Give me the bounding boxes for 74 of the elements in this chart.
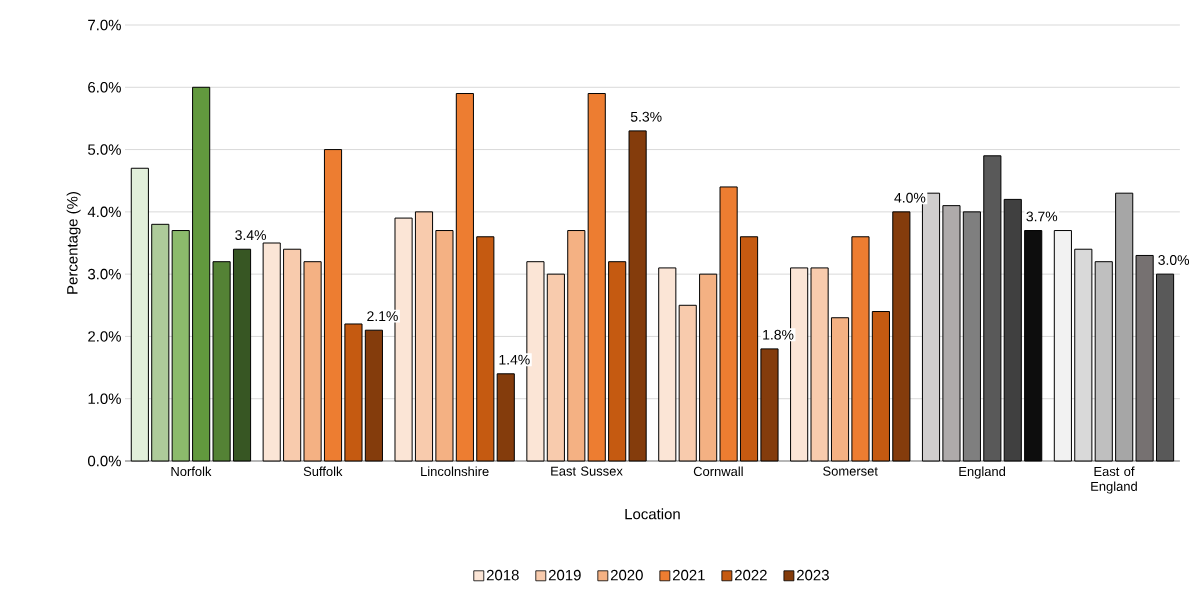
bar — [810, 267, 829, 462]
bar — [1094, 261, 1113, 462]
x-tick-label: Suffolk — [303, 466, 343, 477]
bar — [739, 236, 759, 462]
y-tick-label: 5.0% — [88, 144, 121, 155]
data-label: 3.4% — [235, 230, 266, 241]
bar — [1053, 230, 1072, 462]
bar — [1135, 254, 1154, 462]
bar — [171, 230, 190, 462]
bar — [1003, 198, 1022, 462]
bar — [892, 211, 911, 462]
bar — [435, 230, 454, 462]
bar — [151, 223, 170, 462]
y-axis-title: Percentage (%) — [66, 192, 81, 294]
bar — [1115, 192, 1134, 462]
bar — [414, 211, 434, 462]
x-tick-label: Somerset — [823, 466, 878, 476]
bar — [719, 186, 738, 462]
data-label: 3.0% — [1158, 255, 1190, 265]
bar — [608, 261, 627, 462]
x-tick-label: East of England — [1091, 466, 1137, 494]
y-tick-label: 0.0% — [88, 455, 121, 467]
bar — [851, 236, 870, 462]
bar — [628, 130, 647, 462]
data-label: 3.7% — [1026, 211, 1058, 222]
bar — [830, 317, 850, 462]
y-tick-label: 7.0% — [88, 19, 121, 31]
bar — [232, 248, 252, 462]
y-tick-label: 2.0% — [88, 331, 121, 342]
legend-label: 2021 — [672, 569, 705, 581]
bar — [1155, 273, 1175, 462]
bar — [130, 167, 149, 462]
bar — [587, 93, 606, 462]
x-tick-label: Lincolnshire — [421, 466, 489, 477]
bar — [678, 304, 697, 462]
data-label: 1.8% — [763, 329, 794, 340]
y-tick-label: 6.0% — [88, 81, 121, 93]
legend-label: 2023 — [797, 569, 829, 581]
bar — [192, 86, 211, 462]
bar — [871, 311, 890, 462]
bar — [1024, 230, 1043, 462]
legend-label: 2022 — [735, 569, 767, 581]
data-label: 2.1% — [367, 311, 398, 322]
x-tick-label: Norfolk — [171, 466, 212, 477]
bar — [364, 329, 383, 462]
legend-label: 2020 — [610, 569, 643, 581]
y-tick-label: 1.0% — [88, 393, 121, 404]
x-tick-label: Cornwall — [693, 466, 743, 477]
bar — [323, 149, 343, 462]
bar — [760, 348, 779, 462]
bar — [546, 273, 565, 462]
bar — [476, 236, 495, 462]
bar — [983, 155, 1002, 462]
bar — [567, 230, 586, 462]
bar — [455, 93, 474, 462]
bar — [212, 261, 231, 462]
data-label: 1.4% — [499, 354, 530, 365]
y-tick-label: 3.0% — [87, 268, 121, 280]
bar — [699, 273, 718, 462]
bar — [496, 373, 515, 462]
legend-label: 2018 — [486, 569, 519, 581]
bar — [344, 323, 363, 462]
bar — [262, 242, 281, 462]
x-tick-label: East Sussex — [551, 466, 623, 476]
bar — [283, 248, 302, 462]
x-tick-label: England — [959, 466, 1006, 479]
data-label: 4.0% — [894, 192, 926, 203]
bar — [658, 267, 677, 462]
bar — [303, 261, 322, 462]
legend-label: 2019 — [548, 569, 581, 581]
y-tick-label: 4.0% — [87, 206, 121, 218]
bar — [942, 205, 961, 462]
data-label: 5.3% — [630, 111, 662, 122]
x-axis-title: Location — [625, 508, 680, 520]
